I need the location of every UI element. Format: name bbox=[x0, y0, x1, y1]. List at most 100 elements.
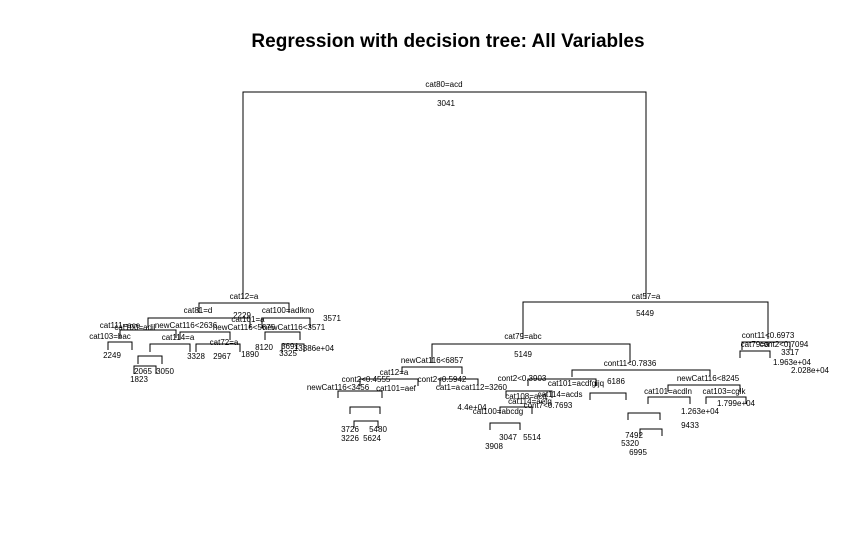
lbl-r-32: 5480 bbox=[369, 425, 387, 434]
edge-l4c bbox=[195, 343, 241, 352]
node-right-split: cat57=a bbox=[632, 292, 661, 301]
lbl-l-18: 3325 bbox=[279, 349, 297, 358]
node-left-left-value: 2229 bbox=[233, 311, 251, 320]
lbl-r-23: 3047 bbox=[499, 433, 517, 442]
lbl-r-21: cat108=acd bbox=[505, 392, 547, 401]
lbl-r-31: 3726 bbox=[341, 425, 359, 434]
lbl-l-7: cat114=a bbox=[162, 333, 195, 342]
lbl-l-4: newCat116<5675 bbox=[213, 323, 276, 332]
lbl-r-10: cat114=acds bbox=[538, 390, 583, 399]
edge-r6e bbox=[705, 396, 747, 404]
edge-l5a bbox=[137, 355, 163, 364]
lbl-l-1: cat111=ace bbox=[100, 321, 141, 330]
edge-l4d bbox=[264, 331, 301, 340]
lbl-r-9: cat101=acdfgijq bbox=[548, 379, 604, 388]
edge-r7a bbox=[499, 406, 533, 414]
edge-r6b bbox=[505, 390, 553, 398]
lbl-l-9: 3328 bbox=[187, 352, 205, 361]
lbl-r-26: 6995 bbox=[629, 448, 647, 457]
lbl-r-12: cat101=acdln bbox=[644, 387, 692, 396]
edge-lll bbox=[119, 329, 177, 338]
edge-r7b bbox=[349, 406, 381, 414]
lbl-r-11: newCat116<8245 bbox=[677, 374, 740, 383]
lbl-r-35: 3908 bbox=[485, 442, 503, 451]
lbl-r-30: 9433 bbox=[681, 421, 699, 430]
lbl-r-5: cat1=a bbox=[436, 383, 461, 392]
edge-r6c bbox=[589, 392, 627, 400]
edge-r5a bbox=[359, 378, 419, 386]
lbl-l-13: 2065 bbox=[134, 367, 152, 376]
node-root-value: 3041 bbox=[437, 99, 455, 108]
lbl-r-1: cont2<0.4555 bbox=[342, 375, 391, 384]
node-rl-value: 5149 bbox=[514, 350, 532, 359]
lbl-l-14: 3050 bbox=[156, 367, 174, 376]
lbl-r-15: cont2<0.7094 bbox=[760, 340, 809, 349]
edge-r9a bbox=[739, 350, 771, 358]
lbl-r-16: 3317 bbox=[781, 348, 799, 357]
node-rlr-split: cont11<0.7836 bbox=[604, 359, 657, 368]
lbl-l-19: 2249 bbox=[103, 351, 121, 360]
edge-r4a bbox=[401, 366, 463, 374]
edge-right bbox=[522, 301, 769, 339]
lbl-l-6: newCat116<3571 bbox=[263, 323, 326, 332]
lbl-l-8: cat72=a bbox=[210, 338, 239, 347]
lbl-r-27: 7492 bbox=[625, 431, 643, 440]
lbl-l-12: 1890 bbox=[241, 350, 259, 359]
lbl-l-2: cat103=bac bbox=[89, 332, 131, 341]
lbl-r-2: cont2<0.5942 bbox=[418, 375, 467, 384]
edge-l5c bbox=[281, 343, 305, 352]
node-root-split: cat80=acd bbox=[425, 80, 462, 89]
lbl-r-17: 1.963e+04 bbox=[773, 358, 812, 367]
edge-rl bbox=[431, 343, 631, 363]
lbl-r-13: cat103=cglk bbox=[703, 387, 747, 396]
lbl-l-5: cat101=a bbox=[231, 315, 265, 324]
lbl-r-24: 5514 bbox=[523, 433, 541, 442]
edge-r5c bbox=[527, 378, 597, 386]
edge-r8a bbox=[489, 422, 521, 430]
edge-r6d bbox=[647, 396, 691, 404]
lbl-l-3: newCat116<2636 bbox=[155, 321, 218, 330]
lbl-r-33: 3226 bbox=[341, 434, 359, 443]
edge-rr bbox=[741, 341, 791, 350]
node-left-right-split: cat100=adlkno bbox=[262, 306, 315, 315]
lbl-r-22: cont7<0.7693 bbox=[524, 401, 573, 410]
edge-r6a bbox=[337, 390, 383, 398]
lbl-r-0: cat12=a bbox=[380, 368, 409, 377]
node-rlr-value: 6186 bbox=[607, 377, 625, 386]
edge-r8c bbox=[353, 420, 379, 428]
edge-lr bbox=[261, 317, 311, 328]
node-left-split: cat12=a bbox=[230, 292, 259, 301]
edge-l4a bbox=[107, 341, 133, 350]
edge-ll bbox=[147, 317, 251, 328]
edge-r5d bbox=[667, 384, 741, 392]
edge-llr bbox=[179, 331, 231, 340]
node-right-value: 5449 bbox=[636, 309, 654, 318]
edge-r5b bbox=[439, 378, 479, 386]
lbl-l-15: 1823 bbox=[130, 375, 148, 384]
lbl-r-14: cat79=a bbox=[741, 340, 770, 349]
lbl-l-17: 13386e+04 bbox=[294, 344, 335, 353]
lbl-r-7: 4.4e+04 bbox=[457, 403, 487, 412]
edge-r7c bbox=[627, 412, 661, 420]
node-left-right-value: 3571 bbox=[323, 314, 341, 323]
lbl-r-29: 1.263e+04 bbox=[681, 407, 720, 416]
lbl-r-19: cat100=abcdg bbox=[473, 407, 524, 416]
lbl-r-28: 1.799e+04 bbox=[717, 399, 756, 408]
lbl-r-34: 5624 bbox=[363, 434, 381, 443]
lbl-l-16: 3691 bbox=[281, 342, 299, 351]
edge-l4b bbox=[149, 343, 191, 352]
edge-left bbox=[198, 302, 290, 313]
node-rr-split: cont11<0.6973 bbox=[742, 331, 795, 340]
node-left-left-split: cat81=d bbox=[184, 306, 213, 315]
lbl-r-6: cat112=3260 bbox=[461, 383, 507, 392]
plot-title: Regression with decision tree: All Varia… bbox=[251, 31, 644, 52]
lbl-l-0: cat100=adil bbox=[114, 323, 155, 332]
edge-root bbox=[242, 91, 647, 299]
lbl-r-8: cont2<0.3903 bbox=[498, 374, 547, 383]
lbl-l-10: 2967 bbox=[213, 352, 231, 361]
edge-r4b bbox=[571, 369, 711, 377]
edge-l5b bbox=[133, 365, 157, 374]
lbl-l-11: 8120 bbox=[255, 343, 273, 352]
edge-r8b bbox=[639, 428, 663, 436]
